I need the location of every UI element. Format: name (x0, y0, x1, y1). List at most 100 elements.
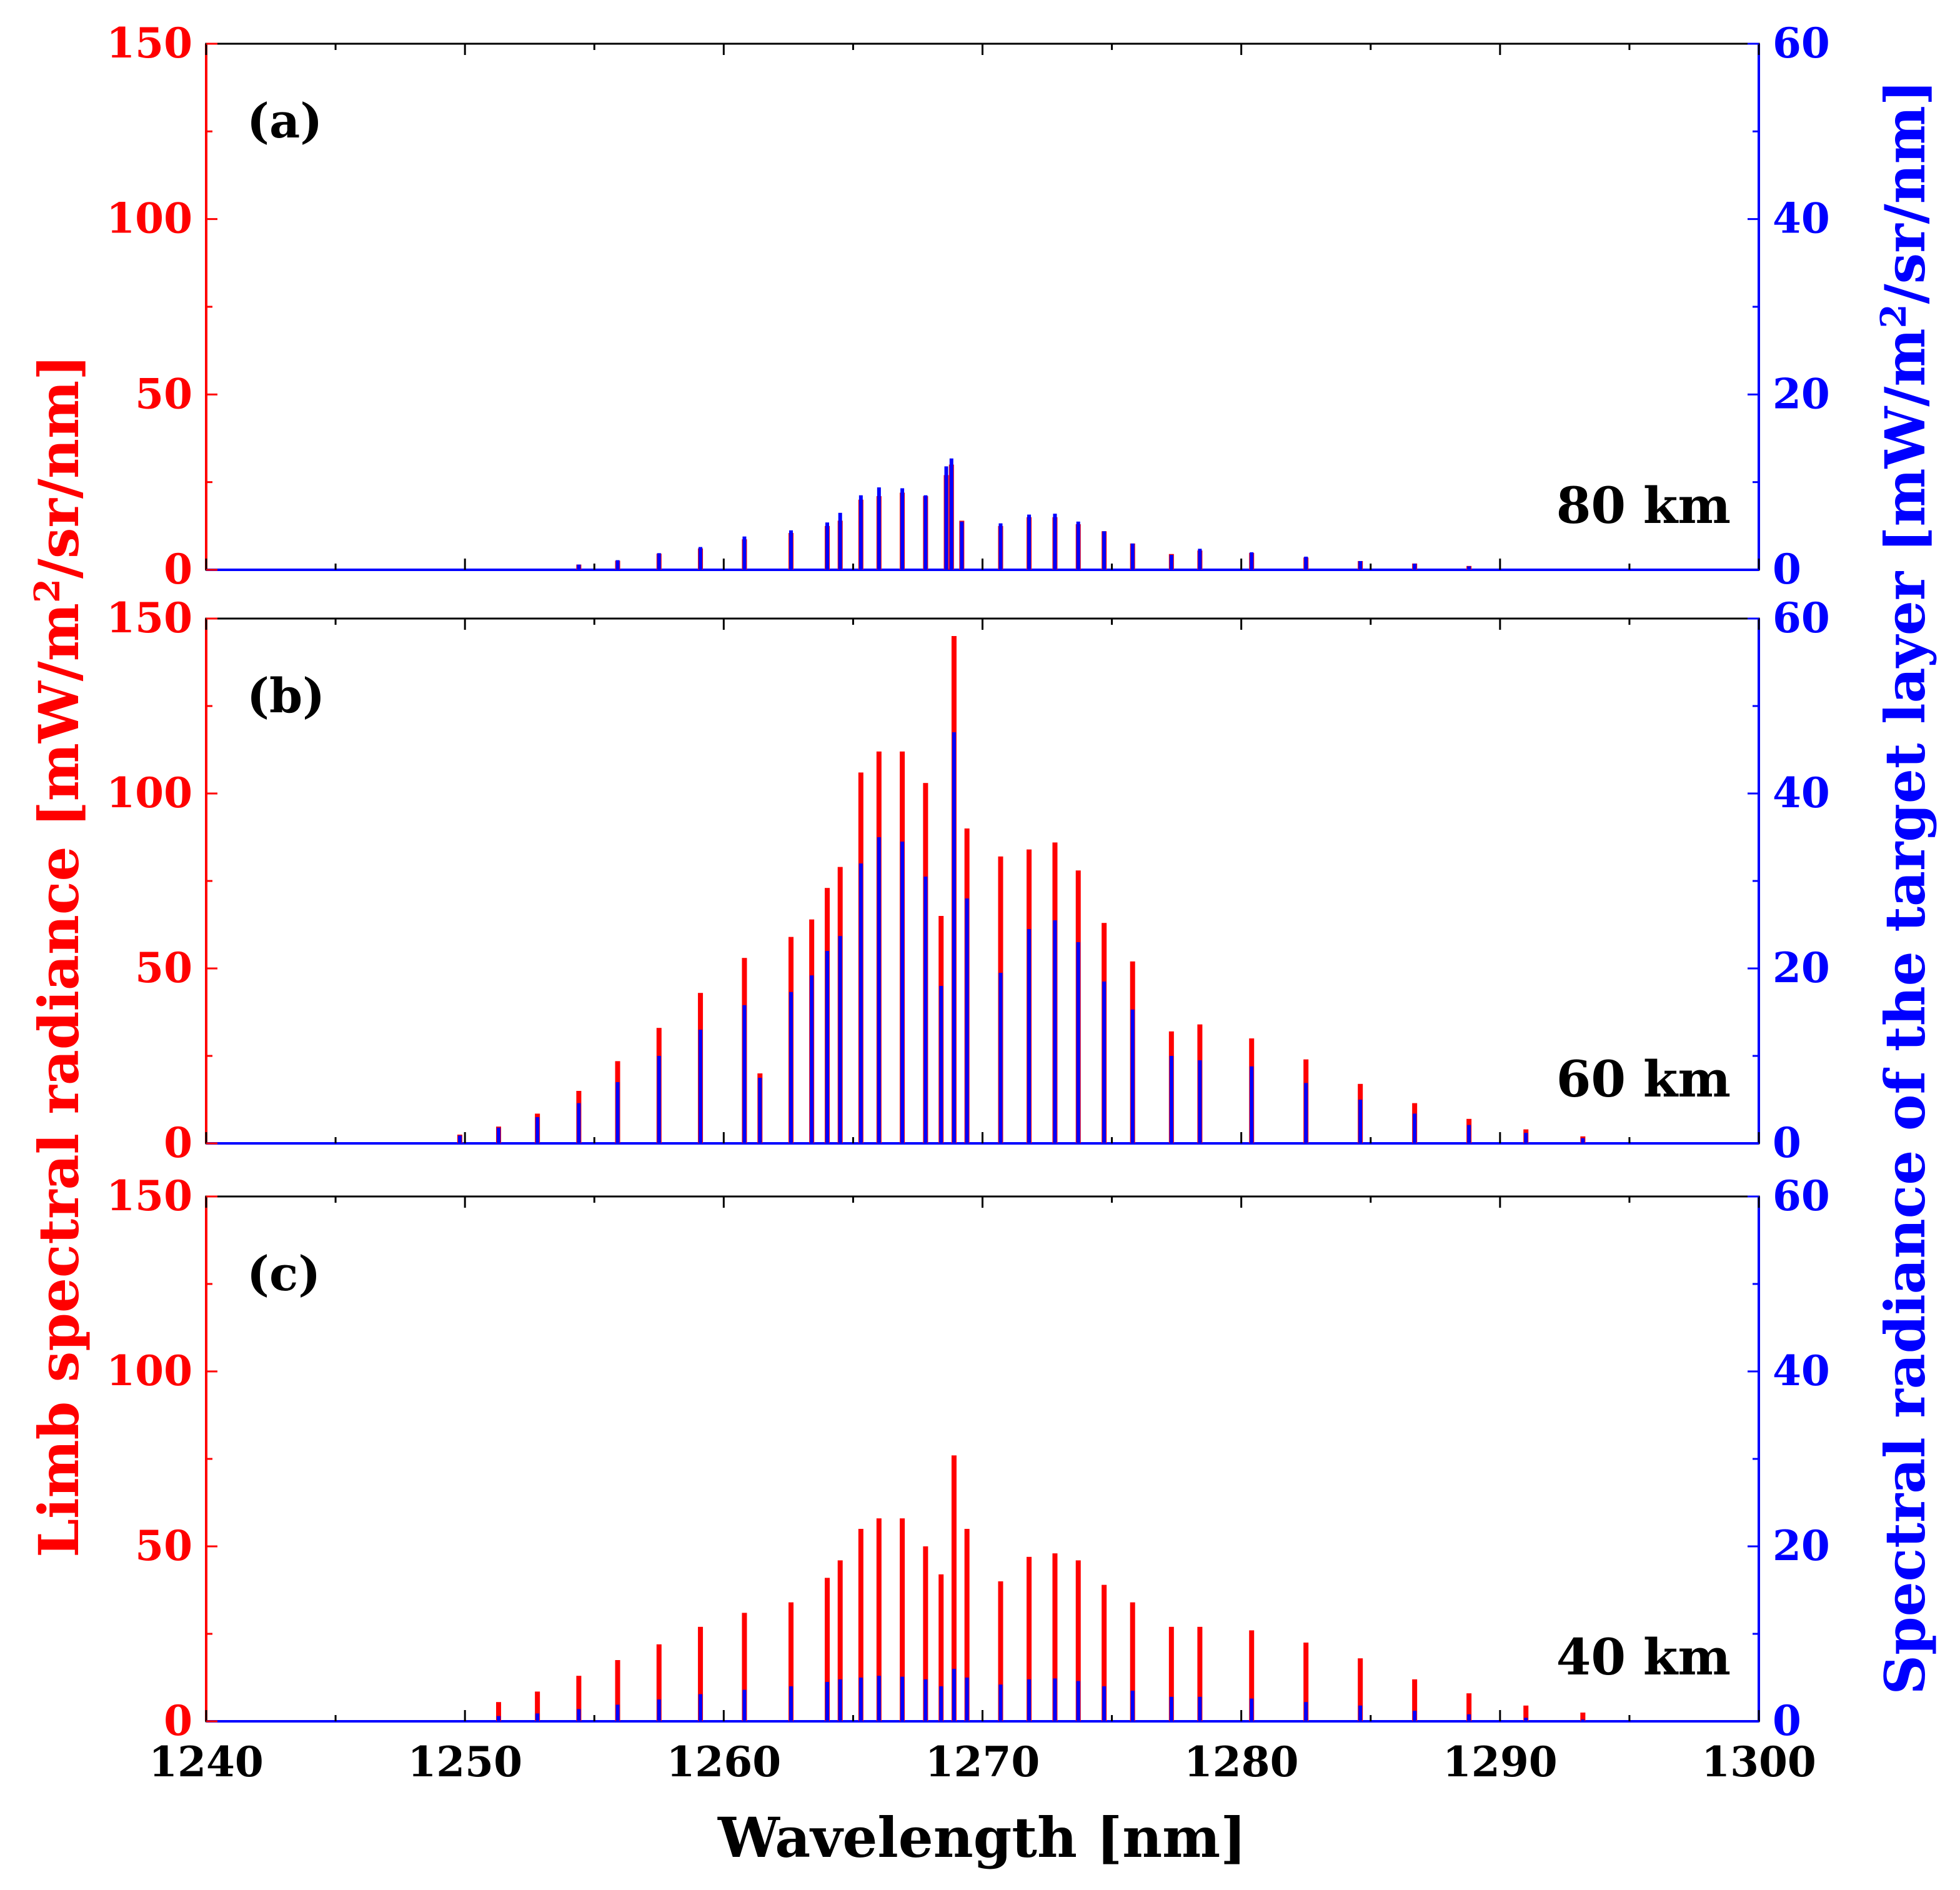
x-tick-label: 1290 (1443, 1738, 1558, 1786)
target-line-bar (877, 837, 881, 1143)
target-line-bar (758, 1078, 762, 1143)
target-line-bar (789, 1686, 793, 1721)
target-line-bar (858, 1678, 863, 1721)
y-tick-label-left: 150 (106, 1171, 192, 1220)
limb-line-bar (698, 1626, 704, 1721)
plot-frame (205, 1195, 1760, 1723)
target-line-bar (1102, 982, 1107, 1143)
x-axis-title: Wavelength [nm] (717, 1805, 1246, 1870)
target-line-bar (1076, 521, 1080, 570)
target-line-bar (1076, 1681, 1080, 1721)
target-line-bar (1413, 1711, 1417, 1721)
x-tick-label: 1300 (1701, 1738, 1816, 1786)
target-line-bar (1053, 514, 1057, 570)
x-tick-label: 1250 (407, 1738, 522, 1786)
limb-line-bar (998, 1581, 1003, 1721)
target-line-bar (535, 1117, 540, 1143)
target-line-bar (1304, 556, 1308, 570)
limb-line-bar (1358, 1658, 1363, 1721)
target-line-bar (1102, 1686, 1107, 1721)
panel-label: (b) (247, 668, 325, 724)
target-line-bar (1250, 1066, 1254, 1143)
y-tick-label-right: 0 (1773, 545, 1801, 594)
altitude-label: 60 km (1556, 1050, 1731, 1108)
target-line-bar (657, 553, 661, 570)
panel-label: (c) (247, 1246, 321, 1301)
target-line-bar (877, 487, 881, 570)
target-line-bar (1169, 1696, 1173, 1721)
target-line-bar (939, 1686, 943, 1721)
target-line-bar (1169, 1056, 1173, 1143)
target-line-bar (657, 1056, 661, 1143)
target-line-bar (952, 732, 956, 1143)
y-tick-label-right: 20 (1773, 369, 1830, 418)
target-line-bar (535, 1713, 540, 1721)
target-line-bar (1027, 1679, 1032, 1721)
limb-line-bar (742, 1613, 747, 1721)
plot-frame (205, 42, 1760, 571)
target-line-bar (952, 1669, 956, 1721)
y-tick-label-right: 0 (1773, 1696, 1801, 1745)
target-line-bar (615, 1704, 620, 1721)
target-line-bar (825, 522, 829, 570)
target-line-bar (923, 877, 928, 1143)
target-line-bar (497, 1716, 501, 1721)
spectral-lines (496, 1455, 1586, 1721)
target-line-bar (965, 1678, 969, 1721)
target-line-bar (1053, 920, 1057, 1143)
target-line-bar (1413, 1113, 1417, 1143)
target-line-bar (1250, 1698, 1254, 1721)
limb-line-bar (1249, 1630, 1255, 1721)
limb-line-bar (1523, 1705, 1529, 1721)
limb-line-bar (496, 1702, 502, 1721)
target-line-bar (900, 488, 905, 570)
target-line-bar (699, 1030, 703, 1143)
target-line-bar (858, 495, 863, 570)
y-tick-label-left: 150 (106, 19, 192, 67)
target-line-bar (1130, 543, 1135, 570)
spectral-lines (576, 458, 1472, 570)
target-line-bar (1053, 1678, 1057, 1721)
limb-line-bar (535, 1691, 540, 1721)
target-line-bar (1413, 564, 1417, 570)
target-line-bar (825, 1682, 829, 1721)
target-line-bar (577, 564, 581, 570)
target-line-bar (1130, 1009, 1135, 1143)
target-line-bar (1358, 1705, 1363, 1721)
y-tick-label-right: 40 (1773, 768, 1830, 817)
limb-line-bar (900, 1518, 905, 1721)
target-line-bar (1581, 1719, 1585, 1721)
target-line-bar (900, 1676, 905, 1721)
y-axis-title-right: Spectral radiance of the target layer [m… (1873, 80, 1938, 1695)
target-line-bar (789, 530, 793, 570)
limb-line-bar (1466, 1693, 1472, 1721)
target-line-bar (1467, 1125, 1471, 1143)
spectral-lines (457, 636, 1586, 1143)
target-line-bar (742, 536, 747, 570)
target-line-bar (1130, 1691, 1135, 1721)
y-tick-label-right: 60 (1773, 19, 1830, 67)
limb-line-bar (1580, 1713, 1586, 1721)
target-line-bar (1304, 1083, 1308, 1143)
limb-line-bar (788, 1602, 794, 1721)
target-line-bar (965, 898, 969, 1143)
x-tick-label: 1240 (149, 1738, 264, 1786)
target-line-bar (838, 936, 842, 1143)
y-tick-label-left: 0 (164, 1118, 192, 1167)
target-line-bar (1027, 514, 1032, 570)
panel-label: (a) (247, 93, 322, 149)
target-line-bar (615, 1082, 620, 1143)
y-tick-label-right: 20 (1773, 1521, 1830, 1570)
limb-line-bar (923, 1546, 928, 1721)
y-tick-label-right: 60 (1773, 1171, 1830, 1220)
panel-2: 0 50 100 150 0 20 40 60 (c) 40 km (106, 1171, 1830, 1745)
y-tick-label-right: 60 (1773, 594, 1830, 642)
y-tick-label-left: 50 (135, 943, 192, 992)
limb-line-bar (1130, 1602, 1135, 1721)
y-tick-label-right: 20 (1773, 943, 1830, 992)
target-line-bar (1169, 555, 1173, 570)
target-line-bar (742, 1689, 747, 1721)
limb-line-bar (1102, 1584, 1107, 1721)
target-line-bar (1027, 929, 1032, 1143)
target-line-bar (1198, 549, 1202, 570)
